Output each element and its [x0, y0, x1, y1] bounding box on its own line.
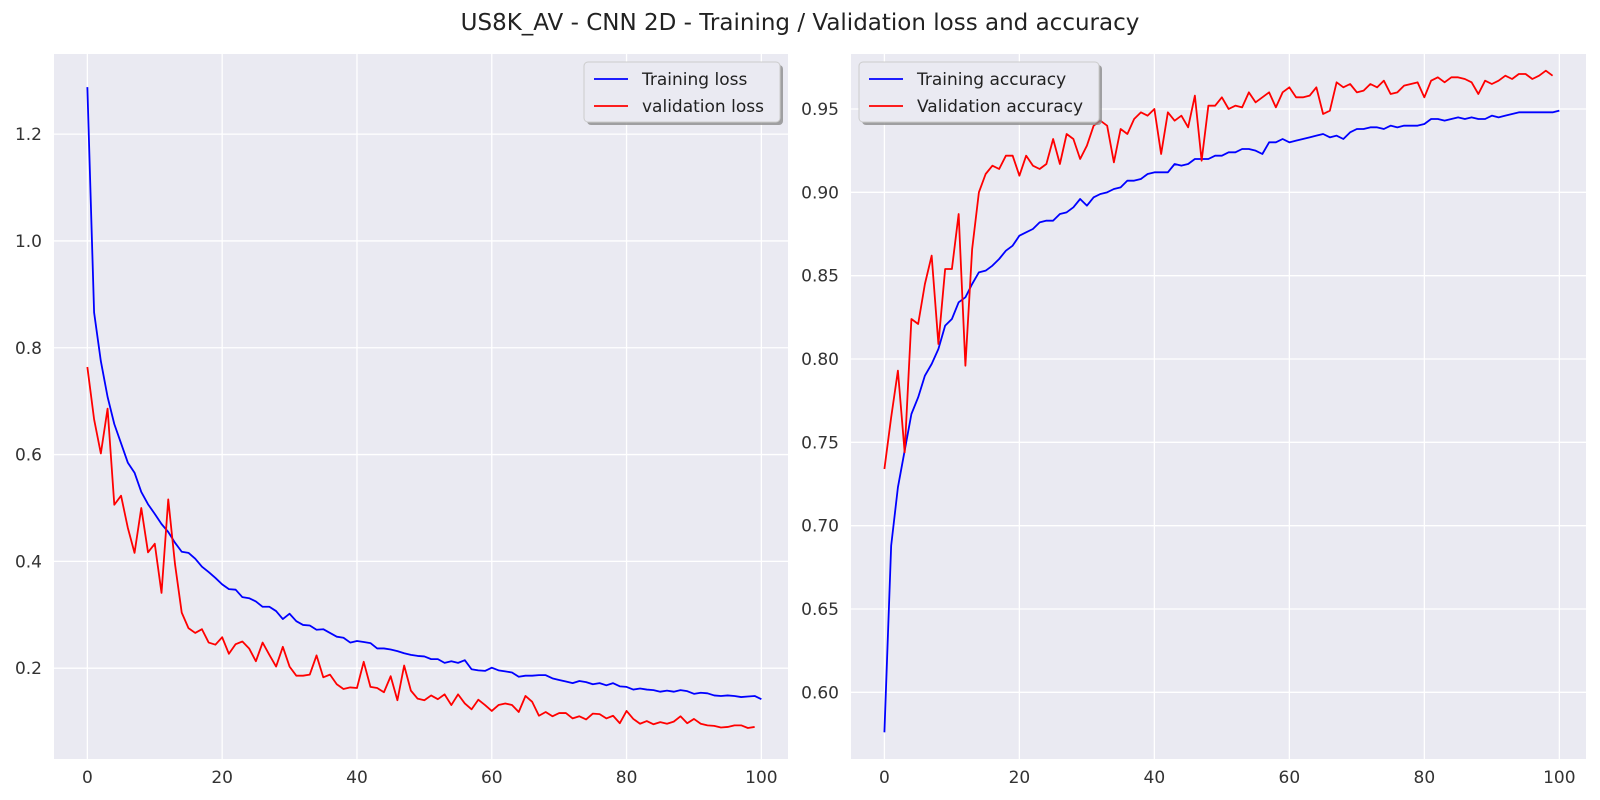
- accuracy-y-tick-label: 0.65: [801, 600, 839, 620]
- loss-y-tick-label: 0.2: [15, 659, 42, 679]
- loss-chart: 0 20 40 60 80 100 0.2 0.4 0.6 0.8 1.0 1.2 Training l…: [15, 54, 788, 788]
- accuracy-chart: 0 20 40 60 80 100 0.60 0.65 0.70 0.75 0.80 0.85 0.90…: [801, 54, 1586, 788]
- accuracy-x-tick-label: 80: [1414, 768, 1436, 788]
- accuracy-y-tick-label: 0.70: [801, 517, 839, 537]
- loss-legend: Training loss validation loss: [583, 61, 783, 125]
- loss-y-tick-label: 1.0: [15, 232, 42, 252]
- loss-x-tick-label: 80: [616, 768, 638, 788]
- figure-title: US8K_AV - CNN 2D - Training / Validation…: [460, 10, 1140, 36]
- validation-loss-line: [86, 366, 755, 729]
- accuracy-y-tick-label: 0.90: [801, 183, 839, 203]
- accuracy-x-tick-label: 40: [1144, 768, 1166, 788]
- training-loss-line: [86, 87, 762, 700]
- loss-x-tick-label: 0: [82, 768, 93, 788]
- loss-y-tick-label: 1.2: [15, 125, 42, 145]
- validation-loss-legend-label: validation loss: [642, 97, 764, 117]
- loss-x-tick-label: 60: [481, 768, 503, 788]
- loss-plot-area: [54, 54, 788, 759]
- accuracy-y-tick-label: 0.60: [801, 683, 839, 703]
- training-accuracy-line: [883, 109, 1560, 733]
- accuracy-x-tick-label: 100: [1543, 768, 1575, 788]
- loss-x-tick-label: 100: [745, 768, 777, 788]
- loss-y-tick-label: 0.8: [15, 339, 42, 359]
- loss-x-tick-label: 40: [346, 768, 368, 788]
- accuracy-y-tick-label: 0.85: [801, 267, 839, 287]
- loss-y-tick-label: 0.4: [15, 552, 42, 572]
- loss-x-tick-label: 20: [211, 768, 233, 788]
- accuracy-y-tick-label: 0.75: [801, 433, 839, 453]
- loss-y-tick-label: 0.6: [15, 446, 42, 466]
- accuracy-plot-area: [851, 54, 1586, 759]
- accuracy-legend: Training accuracy Validation accuracy: [858, 61, 1102, 125]
- validation-accuracy-legend-label: Validation accuracy: [917, 97, 1083, 117]
- training-loss-legend-label: Training loss: [641, 70, 747, 90]
- training-accuracy-legend-label: Training accuracy: [916, 70, 1066, 90]
- accuracy-x-tick-label: 60: [1279, 768, 1301, 788]
- accuracy-x-tick-label: 0: [879, 768, 890, 788]
- accuracy-x-tick-label: 20: [1009, 768, 1031, 788]
- accuracy-y-tick-label: 0.95: [801, 100, 839, 120]
- validation-accuracy-line: [883, 69, 1554, 470]
- accuracy-y-tick-label: 0.80: [801, 350, 839, 370]
